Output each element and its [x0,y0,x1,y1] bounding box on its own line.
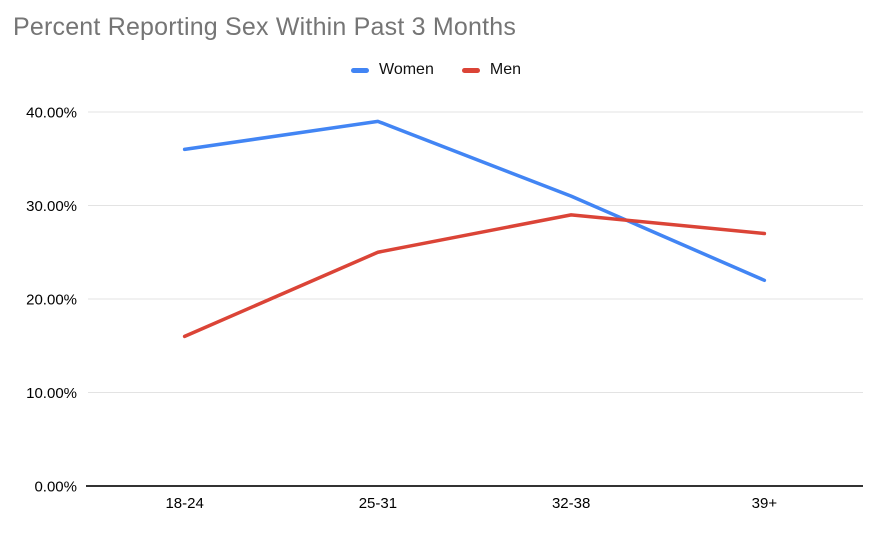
legend-label-men: Men [489,61,521,78]
legend-label-women: Women [379,61,434,78]
y-tick-label: 20.00% [26,292,77,309]
x-tick-label: 18-24 [165,495,203,512]
women-series-swatch [351,67,370,73]
men-series-swatch [461,67,480,73]
legend-item-women[interactable]: Women [351,61,434,79]
x-tick-label: 25-31 [359,495,397,512]
y-tick-label: 30.00% [26,198,77,215]
series-line-men[interactable] [182,213,767,339]
x-tick-label: 39+ [752,495,778,512]
y-tick-label: 40.00% [26,105,77,122]
x-tick-label: 32-38 [552,495,590,512]
series-line-women[interactable] [182,119,767,283]
y-tick-label: 0.00% [34,479,77,496]
chart-title: Percent Reporting Sex Within Past 3 Mont… [13,13,517,41]
legend-item-men[interactable]: Men [461,61,521,79]
chart-legend: Women Men [0,61,872,79]
y-tick-label: 10.00% [26,385,77,402]
